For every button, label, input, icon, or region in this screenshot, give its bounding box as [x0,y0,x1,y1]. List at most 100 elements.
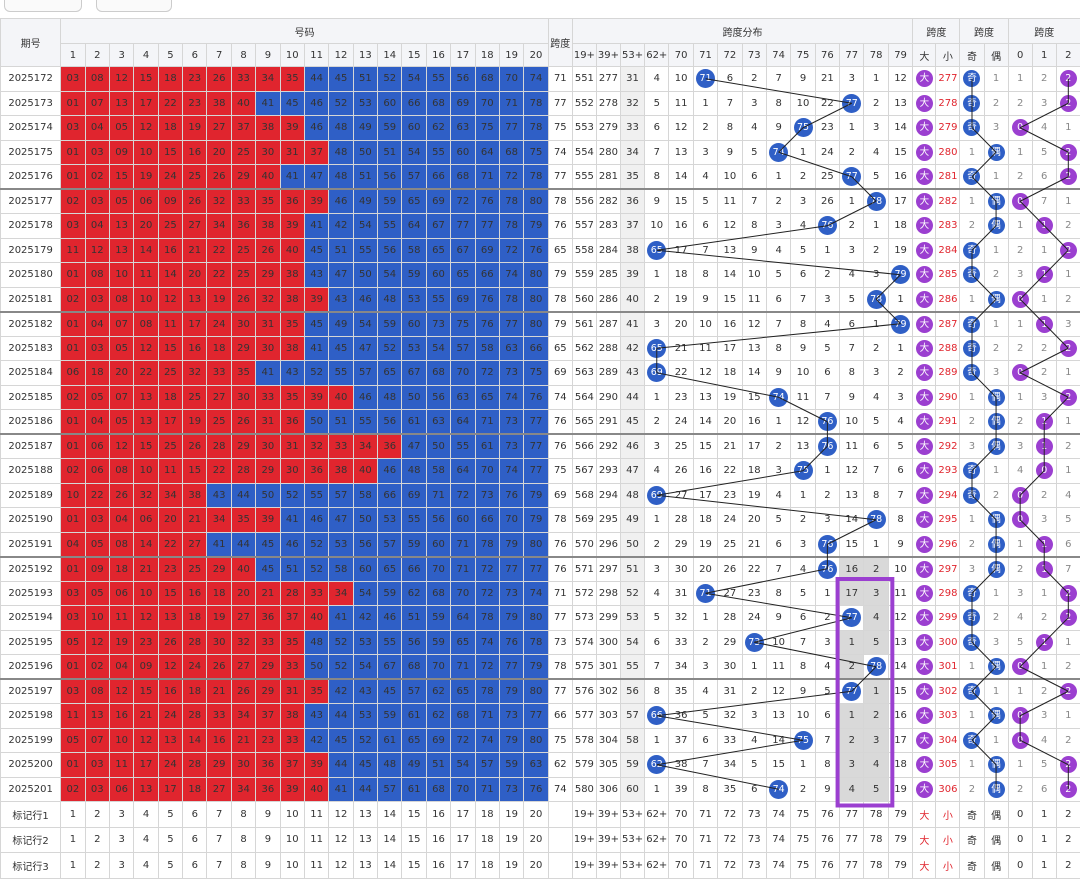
marker-number: 9 [256,802,280,828]
number-cell: 54 [353,214,377,239]
dist-cell: 7 [815,728,839,753]
big-ball: 大 [916,340,933,357]
number-cell: 31 [280,140,304,165]
number-cell: 24 [158,704,182,729]
number-col-header: 9 [256,44,280,67]
dist-cell: 4 [791,557,815,582]
marker-number: 13 [353,827,377,853]
dist-cell: 15 [888,140,912,165]
dist-cell: 8 [693,777,717,802]
sum-cell: 282 [596,189,620,214]
marker-big-small: 小 [936,827,960,853]
number-cell: 78 [499,214,523,239]
number-cell: 11 [158,459,182,484]
sum-cell: 33 [621,116,645,141]
number-cell: 66 [475,263,499,288]
number-cell: 26 [231,679,255,704]
number-cell: 30 [256,434,280,459]
number-cell: 60 [378,91,402,116]
number-cell: 45 [329,336,353,361]
marker-number: 5 [158,827,182,853]
dist-cell: 4 [791,214,815,239]
number-cell: 33 [256,385,280,410]
number-cell: 04 [85,312,109,337]
span-dist-header: 跨度分布 [572,19,912,44]
number-cell: 60 [426,263,450,288]
dist-cell: 8 [645,165,669,190]
marker-dist: 71 [693,853,717,879]
number-cell: 10 [85,606,109,631]
dist-cell: 5 [645,91,669,116]
odd-even-cell: 奇 [960,165,984,190]
number-cell: 77 [499,116,523,141]
dist-cell: 5 [864,777,888,802]
number-cell: 14 [134,532,158,557]
dist-cell: 22 [742,557,766,582]
number-cell: 24 [158,753,182,778]
sum-cell: 569 [572,508,596,533]
number-cell: 51 [353,165,377,190]
marker-dist: 76 [815,853,839,879]
number-cell: 39 [256,508,280,533]
dist-cell: 76 [815,532,839,557]
number-cell: 40 [256,165,280,190]
big-small-cell: 大 [913,508,936,533]
marker-number: 2 [85,827,109,853]
number-cell: 37 [256,704,280,729]
big-small-cell: 293 [936,459,960,484]
toolbar-button[interactable] [96,0,172,12]
dist-cell: 29 [669,532,693,557]
road-ball: 2 [1060,781,1077,798]
dist-cell: 1 [645,263,669,288]
marker-number: 11 [304,827,328,853]
odd-even-ball: 奇 [963,487,980,504]
number-cell: 62 [402,581,426,606]
toolbar-button[interactable] [4,0,82,12]
dist-cell: 1 [840,704,864,729]
number-cell: 45 [353,753,377,778]
number-cell: 74 [524,581,548,606]
number-cell: 11 [61,704,85,729]
big-small-cell: 大 [913,238,936,263]
period-cell: 2025183 [1,336,61,361]
road-header: 跨度 [1008,19,1080,44]
number-cell: 25 [231,263,255,288]
dist-cell: 8 [864,483,888,508]
dist-cell: 2 [840,140,864,165]
marker-road: 1 [1032,853,1056,879]
number-cell: 32 [183,361,207,386]
